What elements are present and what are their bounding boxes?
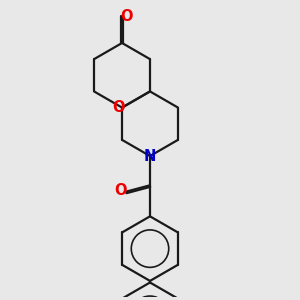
Text: O: O bbox=[121, 9, 133, 24]
Text: N: N bbox=[144, 148, 156, 164]
Text: O: O bbox=[114, 183, 127, 198]
Text: O: O bbox=[112, 100, 124, 115]
